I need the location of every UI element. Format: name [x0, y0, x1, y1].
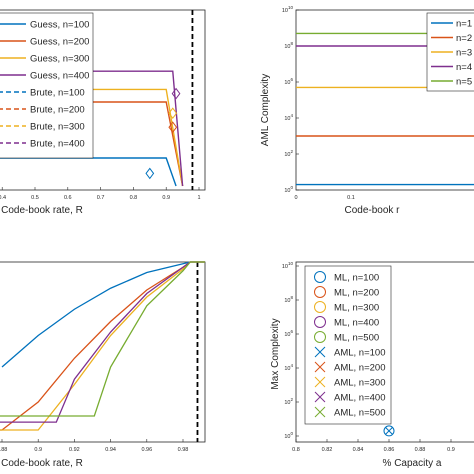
brute-marker	[168, 121, 178, 134]
x-tick-label: 0.8	[130, 195, 138, 201]
y-tick-label: 104	[284, 113, 293, 122]
legend-label: AML, n=100	[334, 348, 386, 359]
legend-label: ML, n=500	[334, 333, 379, 344]
brute-marker	[168, 107, 178, 120]
x-tick-label: 0.86	[384, 447, 395, 453]
y-tick-label: 106	[284, 77, 293, 86]
legend-swatch	[314, 346, 326, 358]
legend-swatch	[314, 286, 326, 298]
brute-marker	[171, 87, 181, 100]
legend-label: n=5	[456, 77, 472, 88]
x-tick-label: 0.88	[0, 447, 7, 453]
x-axis-label: % Capacity a	[383, 458, 442, 469]
legend-swatch	[314, 391, 326, 403]
y-tick-label: 102	[284, 397, 293, 406]
data-point-ml	[383, 425, 395, 437]
x-tick-label: 0.94	[105, 447, 116, 453]
legend-box	[0, 12, 94, 159]
legend-label: ML, n=300	[334, 303, 379, 314]
legend-label: Guess, n=400	[30, 71, 89, 82]
legend-label: Guess, n=300	[30, 54, 89, 65]
x-axis-label: Code-book r	[344, 205, 400, 216]
x-tick-label: 0.1	[347, 195, 355, 201]
legend-box	[304, 265, 392, 425]
x-tick-label: 0.6	[64, 195, 72, 201]
legend-label: Brute, n=100	[30, 88, 85, 99]
x-tick-label: 0.9	[447, 447, 455, 453]
y-tick-label: 106	[284, 329, 293, 338]
y-axis-label: AML Complexity	[260, 74, 271, 146]
x-tick-label: 0.96	[141, 447, 152, 453]
x-tick-label: 1	[197, 195, 200, 201]
y-tick-label: 108	[284, 41, 293, 50]
legend-swatch	[314, 361, 326, 373]
y-tick-label: 1010	[282, 5, 294, 14]
x-tick-label: 0.9	[34, 447, 42, 453]
series-line	[0, 261, 205, 417]
legend-label: Brute, n=200	[30, 105, 85, 116]
y-axis-label: Max Complexity	[270, 318, 281, 389]
legend-swatch	[314, 301, 326, 313]
y-tick-label: 100	[284, 185, 293, 194]
x-tick-label: 0.9	[162, 195, 170, 201]
legend-label: Brute, n=300	[30, 122, 85, 133]
legend-d: ML, n=100 ML, n=200 ML, n=300 ML, n=400 ML, …	[304, 265, 392, 425]
legend-swatch	[314, 331, 326, 343]
x-tick-label: 0.8	[292, 447, 300, 453]
legend-label: Guess, n=100	[30, 20, 89, 31]
x-tick-label: 0.4	[0, 195, 6, 201]
y-tick-label: 100	[284, 431, 293, 440]
legend-label: Guess, n=200	[30, 37, 89, 48]
x-tick-label: 0.7	[97, 195, 105, 201]
legend-b: n=1 n=2 n=3 n=4 n=5	[426, 12, 474, 92]
legend-label: AML, n=300	[334, 378, 386, 389]
x-axis-label: Code-book rate, R	[1, 205, 83, 216]
y-tick-label: 104	[284, 363, 293, 372]
legend-swatch	[314, 406, 326, 418]
series-line	[0, 261, 205, 423]
y-tick-label: 1010	[282, 261, 294, 270]
plot-area-c	[0, 261, 206, 443]
y-tick-label: 108	[284, 295, 293, 304]
legend-label: Brute, n=400	[30, 139, 85, 150]
x-tick-label: 0.92	[69, 447, 80, 453]
legend-label: ML, n=100	[334, 273, 379, 284]
x-tick-label: 0.5	[31, 195, 39, 201]
legend-a: Guess, n=100 Guess, n=200 Guess, n=300 Gues…	[0, 12, 94, 159]
x-tick-label: 0	[294, 195, 297, 201]
legend-swatch	[314, 271, 326, 283]
legend-label: n=3	[456, 48, 472, 59]
x-tick-label: 0.84	[353, 447, 364, 453]
legend-label: ML, n=400	[334, 318, 379, 329]
x-tick-label: 0.82	[322, 447, 333, 453]
legend-label: AML, n=400	[334, 393, 386, 404]
x-axis-label: Code-book rate, R	[1, 458, 83, 469]
legend-label: n=1	[456, 19, 472, 30]
x-tick-label: 0.88	[415, 447, 426, 453]
legend-swatch	[314, 316, 326, 328]
legend-label: AML, n=500	[334, 408, 386, 419]
legend-label: n=4	[456, 62, 472, 73]
legend-label: ML, n=200	[334, 288, 379, 299]
legend-swatch	[314, 376, 326, 388]
brute-marker	[145, 167, 155, 180]
legend-label: AML, n=200	[334, 363, 386, 374]
legend-label: n=2	[456, 33, 472, 44]
x-tick-label: 0.98	[178, 447, 189, 453]
data-point-aml	[385, 427, 393, 435]
y-tick-label: 102	[284, 149, 293, 158]
